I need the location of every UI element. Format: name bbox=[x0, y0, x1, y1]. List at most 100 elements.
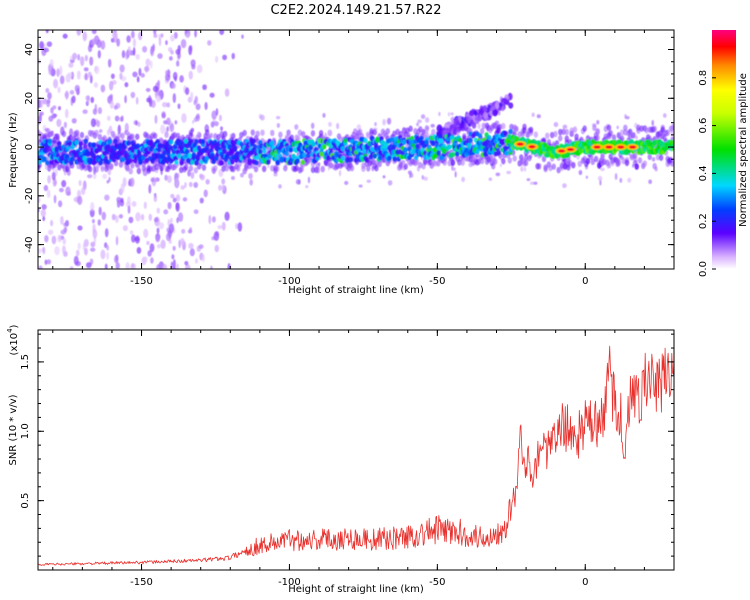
heatmap-cell bbox=[78, 145, 83, 151]
heatmap-cell bbox=[94, 65, 100, 75]
heatmap-cell bbox=[276, 123, 281, 128]
heatmap-cell bbox=[468, 137, 473, 143]
heatmap-cell bbox=[185, 264, 191, 269]
heatmap-cell bbox=[482, 111, 489, 119]
heatmap-cell bbox=[220, 126, 223, 131]
heatmap-cell bbox=[509, 123, 514, 131]
heatmap-cell bbox=[295, 179, 301, 185]
heatmap-cell bbox=[87, 71, 92, 78]
heatmap-cell bbox=[447, 112, 451, 117]
heatmap-cell bbox=[124, 95, 127, 104]
heatmap-cell bbox=[135, 53, 140, 60]
colorbar-tick-label: 0.0 bbox=[698, 261, 709, 277]
heatmap-cell bbox=[172, 71, 178, 81]
heatmap-cell bbox=[655, 154, 661, 161]
heatmap-cell bbox=[424, 139, 429, 145]
heatmap-cell bbox=[38, 159, 42, 165]
heatmap-cell bbox=[176, 60, 180, 67]
heatmap-cell bbox=[596, 119, 600, 125]
heatmap-cell bbox=[627, 177, 632, 183]
heatmap-cell bbox=[196, 64, 203, 74]
heatmap-cell bbox=[113, 32, 118, 40]
heatmap-cell bbox=[562, 124, 568, 129]
snr-x-axis-label: Height of straight line (km) bbox=[288, 584, 424, 595]
heatmap-cell bbox=[508, 102, 514, 109]
heatmap-cell bbox=[533, 131, 539, 138]
heatmap-cell bbox=[172, 131, 177, 139]
heatmap-cell bbox=[156, 264, 161, 269]
heatmap-cell bbox=[143, 201, 147, 210]
heatmap-cell bbox=[605, 145, 613, 149]
heatmap-cell bbox=[477, 133, 483, 139]
heatmap-cell bbox=[136, 76, 140, 83]
heatmap-cell bbox=[195, 258, 198, 264]
heatmap-cell bbox=[165, 40, 168, 46]
heatmap-cell bbox=[163, 209, 169, 215]
heatmap-cell bbox=[157, 53, 163, 59]
heatmap-cell bbox=[460, 159, 465, 166]
heatmap-cell bbox=[193, 99, 197, 106]
heatmap-cell bbox=[224, 211, 230, 221]
heatmap-cell bbox=[172, 93, 177, 104]
heatmap-cell bbox=[436, 124, 443, 132]
heatmap-cell bbox=[605, 159, 610, 167]
heatmap-cell bbox=[499, 163, 502, 168]
heatmap-cell bbox=[46, 259, 52, 265]
heatmap-cell bbox=[171, 83, 176, 89]
heatmap-cell bbox=[70, 156, 75, 162]
heatmap-cell bbox=[515, 136, 520, 142]
heatmap-cell bbox=[138, 67, 142, 77]
heatmap-cell bbox=[505, 99, 510, 106]
heatmap-cell bbox=[91, 38, 96, 45]
chart-title: C2E2.2024.149.21.57.R22 bbox=[270, 3, 441, 18]
heatmap-cell bbox=[109, 100, 115, 109]
heatmap-cell bbox=[195, 156, 200, 162]
heatmap-cell bbox=[74, 84, 80, 93]
heatmap-cell bbox=[126, 140, 131, 146]
heatmap-cell bbox=[98, 206, 102, 216]
heatmap-cell bbox=[366, 165, 371, 172]
heatmap-cell bbox=[392, 156, 397, 162]
heatmap-cell bbox=[109, 93, 113, 100]
heatmap-cell bbox=[84, 247, 88, 256]
heatmap-cell bbox=[94, 103, 98, 112]
heatmap-cell bbox=[44, 127, 50, 132]
heatmap-cell bbox=[140, 73, 145, 78]
heatmap-cell bbox=[180, 237, 185, 246]
heatmap-cell bbox=[408, 125, 413, 132]
heatmap-cell bbox=[148, 97, 153, 108]
heatmap-cell bbox=[93, 82, 99, 88]
spectrogram-y-tick-label: 20 bbox=[24, 92, 35, 105]
heatmap-cell bbox=[462, 135, 467, 142]
heatmap-cell bbox=[169, 34, 175, 42]
heatmap-cell bbox=[148, 184, 152, 194]
heatmap-cell bbox=[644, 127, 649, 134]
heatmap-cell bbox=[365, 131, 371, 137]
heatmap-cell bbox=[90, 247, 96, 252]
heatmap-cell bbox=[310, 130, 316, 137]
heatmap-cell bbox=[253, 165, 259, 173]
heatmap-cell bbox=[120, 183, 125, 193]
heatmap-cell bbox=[363, 137, 368, 144]
heatmap-cell bbox=[358, 184, 363, 188]
heatmap-cell bbox=[77, 242, 81, 250]
snr-y-tick-label: 0.5 bbox=[20, 493, 31, 509]
spectrogram-y-tick-label: -20 bbox=[24, 188, 35, 204]
heatmap-cell bbox=[50, 219, 54, 227]
heatmap-cell bbox=[87, 165, 93, 173]
heatmap-cell bbox=[260, 129, 265, 136]
heatmap-cell bbox=[260, 114, 265, 121]
heatmap-cell bbox=[465, 116, 470, 121]
heatmap-cell bbox=[184, 181, 187, 188]
heatmap-cell bbox=[146, 240, 150, 245]
heatmap-cell bbox=[409, 172, 412, 179]
heatmap-cell bbox=[161, 111, 166, 118]
heatmap-cell bbox=[196, 131, 202, 139]
heatmap-cell bbox=[147, 250, 152, 257]
heatmap-cell bbox=[109, 162, 114, 170]
heatmap-cell bbox=[131, 262, 135, 268]
heatmap-cell bbox=[108, 80, 114, 91]
heatmap-cell bbox=[92, 219, 95, 224]
snr-x-tick-label: -150 bbox=[130, 577, 153, 588]
